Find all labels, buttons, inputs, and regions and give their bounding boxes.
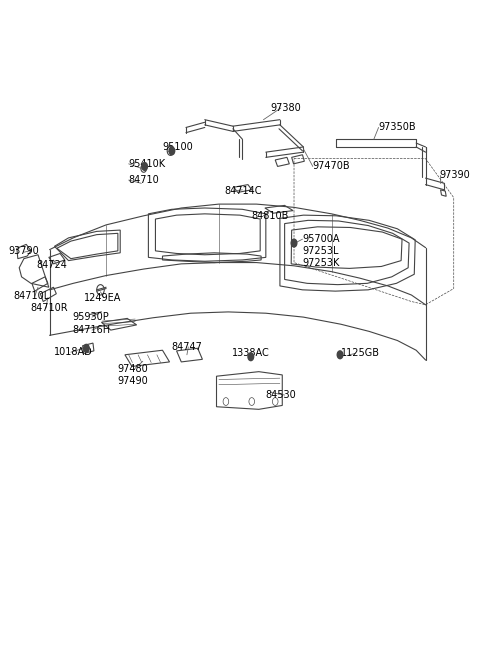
Text: 1125GB: 1125GB [341,348,380,358]
Text: 95410K: 95410K [129,159,166,169]
Circle shape [142,162,147,170]
Text: 95100: 95100 [163,142,193,152]
Text: 97490: 97490 [118,376,149,386]
Text: 97480: 97480 [118,364,149,374]
Text: 95930P: 95930P [72,312,109,322]
Text: 97350B: 97350B [379,122,416,132]
Circle shape [291,239,297,247]
Circle shape [248,353,253,361]
Text: 97253L: 97253L [302,246,339,256]
Text: 84714C: 84714C [225,186,262,196]
Text: 97390: 97390 [440,170,470,180]
Text: 1249EA: 1249EA [84,293,121,303]
Text: 84747: 84747 [171,342,202,352]
Text: 97253K: 97253K [302,257,340,267]
Text: 84710: 84710 [129,175,159,185]
Text: 95700A: 95700A [302,234,340,244]
Text: 84710L: 84710L [13,291,49,301]
Text: 1018AD: 1018AD [53,347,92,357]
Circle shape [169,147,175,155]
Text: 97470B: 97470B [313,161,350,172]
Text: 84716H: 84716H [72,325,110,335]
Circle shape [337,351,343,359]
Text: 1338AC: 1338AC [232,348,270,358]
Text: 97380: 97380 [271,103,301,113]
Text: 84810B: 84810B [252,211,289,221]
Circle shape [84,345,89,352]
Text: 84710R: 84710R [30,303,68,313]
Text: 84530: 84530 [265,390,296,400]
Text: 84724: 84724 [36,260,68,270]
Text: 93790: 93790 [9,246,39,256]
